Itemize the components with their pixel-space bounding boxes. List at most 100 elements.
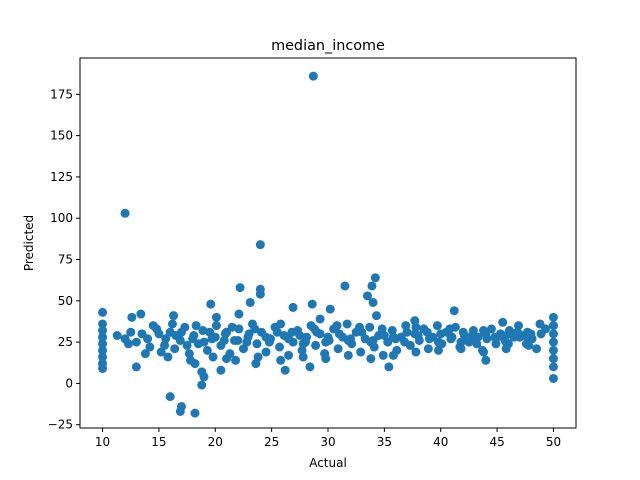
data-point: [343, 335, 353, 345]
data-point: [199, 337, 209, 347]
data-point: [309, 324, 319, 334]
data-point: [98, 307, 108, 317]
data-point: [388, 332, 398, 342]
data-point: [233, 335, 243, 345]
data-point: [334, 329, 344, 339]
data-point: [411, 322, 421, 332]
x-tick-label: 25: [264, 435, 279, 449]
data-point: [98, 319, 108, 329]
data-point: [190, 408, 200, 418]
data-point: [479, 326, 489, 336]
data-point: [321, 337, 331, 347]
data-point: [211, 321, 221, 331]
data-point: [371, 311, 381, 321]
data-point: [490, 332, 500, 342]
data-point: [98, 326, 108, 336]
x-axis-ticks: 10 15 20 25 30 35 40 45 50: [95, 428, 561, 449]
data-point: [365, 322, 375, 332]
data-point: [280, 365, 290, 375]
data-point: [479, 347, 489, 357]
data-point: [140, 349, 150, 359]
data-point: [206, 299, 216, 309]
data-point: [295, 331, 305, 340]
data-point: [498, 317, 508, 327]
data-point: [422, 327, 432, 337]
data-point: [145, 342, 155, 352]
y-axis-label: Predicted: [22, 215, 36, 271]
data-point: [340, 281, 350, 291]
data-point: [298, 352, 308, 362]
data-point: [199, 372, 209, 382]
data-point: [175, 406, 185, 416]
data-point: [231, 355, 241, 365]
data-point: [501, 344, 511, 354]
y-tick-label: −25: [48, 418, 73, 432]
data-point: [143, 334, 153, 344]
x-tick-label: 10: [95, 435, 110, 449]
x-axis-label: Actual: [309, 456, 347, 470]
data-point: [161, 334, 171, 344]
data-point: [503, 329, 513, 339]
data-point: [467, 331, 477, 340]
data-point: [112, 331, 122, 340]
data-point: [307, 299, 317, 309]
data-point: [131, 337, 141, 347]
data-point: [131, 362, 141, 372]
data-point: [387, 326, 397, 336]
data-point: [548, 337, 558, 347]
data-point: [234, 309, 244, 319]
data-point: [255, 289, 265, 299]
data-point: [198, 326, 208, 336]
data-point: [276, 319, 286, 329]
data-point: [169, 311, 179, 321]
data-point: [126, 327, 136, 337]
data-point: [445, 324, 455, 334]
data-point: [154, 329, 164, 339]
data-point: [160, 340, 170, 350]
data-point: [165, 392, 175, 402]
data-point: [255, 240, 265, 250]
data-point: [367, 281, 377, 291]
y-tick-label: 25: [58, 335, 73, 349]
data-point: [436, 329, 446, 339]
data-point: [362, 291, 372, 301]
data-point: [184, 349, 194, 359]
data-point: [325, 304, 335, 314]
data-point: [548, 354, 558, 364]
data-point: [197, 380, 207, 390]
data-point: [163, 352, 173, 362]
x-tick-label: 45: [489, 435, 504, 449]
data-point: [400, 337, 410, 347]
data-point: [432, 321, 442, 331]
data-point: [305, 362, 315, 372]
data-point: [156, 347, 166, 357]
data-point: [491, 339, 501, 349]
data-point: [433, 337, 443, 347]
data-point: [342, 319, 352, 329]
data-point: [264, 337, 274, 347]
data-point: [167, 319, 177, 329]
data-point: [377, 324, 387, 334]
data-point: [234, 324, 244, 334]
data-point: [182, 340, 192, 350]
data-point: [413, 331, 423, 340]
data-point: [411, 347, 421, 357]
data-point: [185, 355, 195, 365]
data-point: [333, 344, 343, 354]
data-point: [535, 319, 545, 329]
data-point: [512, 327, 522, 337]
data-point: [456, 337, 466, 347]
y-tick-label: 100: [50, 211, 73, 225]
data-point: [447, 332, 457, 342]
data-point: [298, 339, 308, 349]
data-point: [315, 314, 325, 324]
data-point: [188, 334, 198, 344]
data-point: [321, 354, 331, 364]
data-point: [148, 321, 158, 331]
data-point: [202, 345, 212, 355]
y-tick-label: 125: [50, 170, 73, 184]
data-points: [98, 71, 558, 418]
data-point: [287, 327, 297, 337]
data-point: [308, 71, 318, 81]
data-point: [191, 321, 201, 331]
